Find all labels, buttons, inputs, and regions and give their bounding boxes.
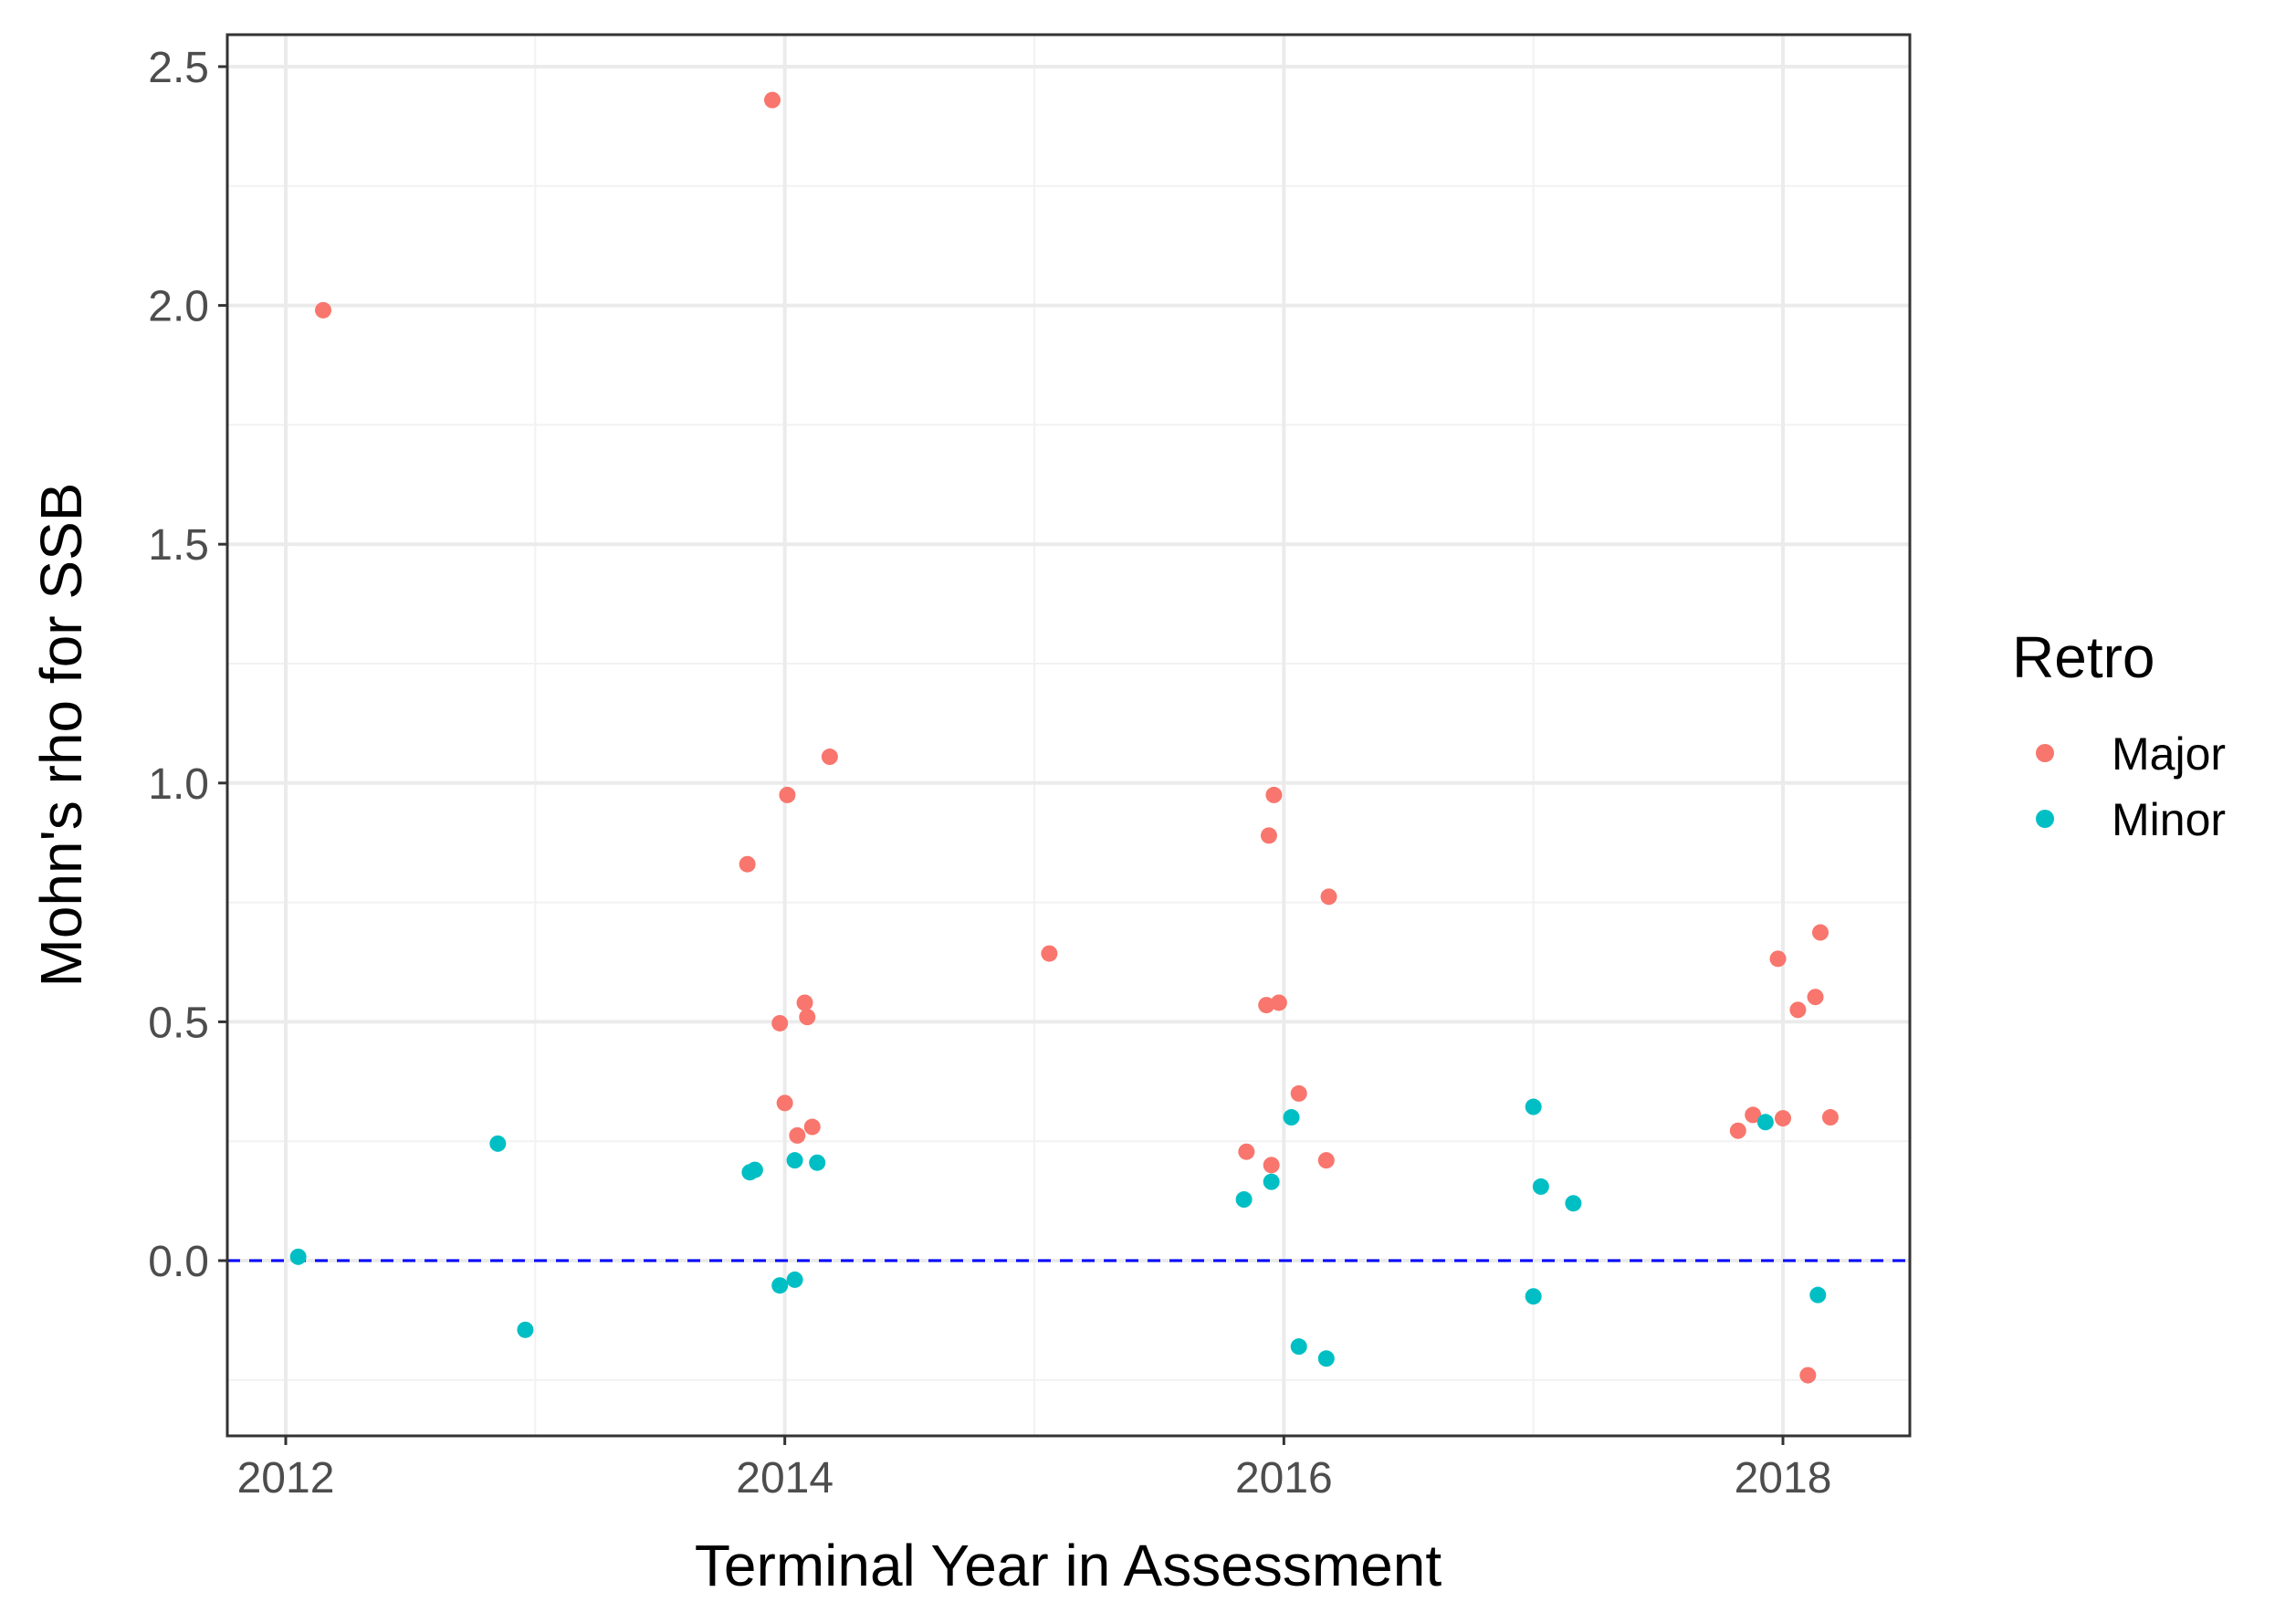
point-minor (1263, 1174, 1280, 1190)
point-major (1775, 1110, 1791, 1126)
point-major (1261, 827, 1277, 843)
point-minor (1757, 1114, 1774, 1130)
x-tick-label: 2016 (1235, 1454, 1333, 1503)
point-major (822, 749, 838, 765)
point-minor (787, 1272, 803, 1288)
point-minor (1318, 1350, 1335, 1366)
point-minor (489, 1136, 506, 1152)
y-tick-label: 1.5 (148, 521, 209, 570)
point-major (1789, 1001, 1806, 1018)
point-major (1822, 1109, 1839, 1126)
point-major (779, 787, 795, 803)
point-major (1271, 994, 1287, 1010)
x-axis-title: Terminal Year in Assessment (695, 1533, 1442, 1598)
plot-panel (227, 35, 1910, 1436)
point-major (771, 1015, 788, 1031)
point-minor (1525, 1288, 1542, 1304)
point-major (1265, 787, 1282, 803)
point-major (739, 856, 756, 873)
legend-label-major: Major (2112, 728, 2226, 780)
point-major (1730, 1123, 1746, 1139)
legend-label-minor: Minor (2112, 794, 2226, 845)
point-minor (747, 1162, 763, 1178)
point-minor (787, 1152, 803, 1168)
point-major (789, 1127, 805, 1144)
point-minor (1291, 1338, 1307, 1355)
point-major (799, 1009, 815, 1025)
point-major (1808, 989, 1824, 1005)
point-major (797, 994, 813, 1010)
x-tick-label: 2012 (237, 1454, 335, 1503)
legend-key-major (2036, 744, 2054, 762)
point-major (777, 1094, 793, 1111)
point-major (1041, 946, 1057, 962)
point-major (315, 302, 331, 319)
legend-key-minor (2036, 810, 2054, 828)
point-major (764, 92, 781, 109)
point-minor (771, 1277, 788, 1293)
point-minor (1284, 1109, 1300, 1126)
point-major (804, 1119, 821, 1136)
legend-title: Retro (2012, 624, 2155, 690)
point-major (1812, 925, 1829, 941)
x-tick-label: 2014 (736, 1454, 833, 1503)
point-minor (1533, 1178, 1549, 1195)
y-tick-label: 0.5 (148, 999, 209, 1047)
point-major (1321, 888, 1337, 905)
point-minor (517, 1322, 533, 1338)
point-minor (290, 1249, 307, 1265)
point-major (1291, 1085, 1307, 1102)
point-major (1238, 1144, 1254, 1160)
point-major (1318, 1152, 1335, 1168)
y-axis-title: Mohn's rho for SSB (28, 483, 94, 988)
x-tick-label: 2018 (1735, 1454, 1832, 1503)
point-minor (1809, 1287, 1826, 1304)
point-major (1770, 950, 1787, 967)
point-minor (1236, 1191, 1253, 1208)
point-major (1799, 1367, 1816, 1384)
y-tick-label: 0.0 (148, 1238, 209, 1286)
y-tick-label: 2.5 (148, 44, 209, 92)
point-minor (1525, 1099, 1542, 1115)
point-minor (1565, 1195, 1581, 1211)
point-major (1263, 1157, 1280, 1173)
point-minor (809, 1155, 825, 1171)
y-tick-label: 1.0 (148, 760, 209, 809)
y-tick-label: 2.0 (148, 283, 209, 331)
